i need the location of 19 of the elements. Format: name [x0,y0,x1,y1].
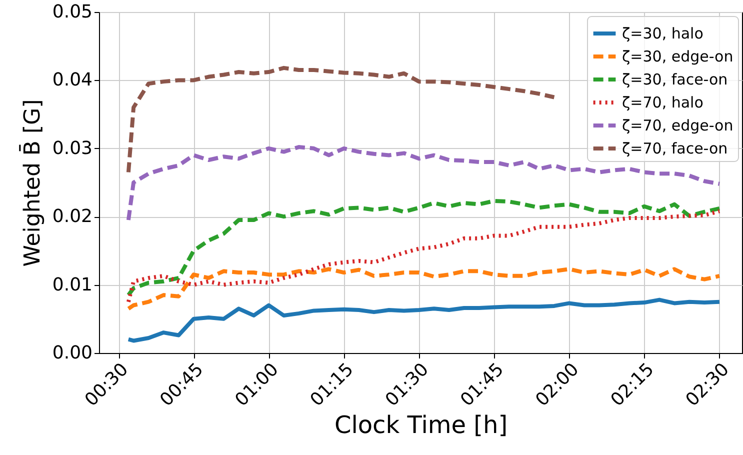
legend-label: ζ=70, edge-on [622,116,734,134]
line-series [126,66,556,174]
legend-label: ζ=30, face-on [622,70,728,88]
x-axis-title: Clock Time [h] [334,410,508,439]
legend-label: ζ=70, face-on [622,140,728,158]
legend-label: ζ=30, halo [622,24,704,42]
y-tick-label: 0.03 [52,138,92,159]
line-series [126,267,722,311]
legend-label: ζ=30, edge-on [622,48,734,66]
y-tick-label: 0.04 [52,70,92,91]
line-series [126,298,722,343]
legend-label: ζ=70, halo [622,94,704,112]
y-tick-label: 0.01 [52,274,92,296]
line-series [126,209,722,304]
y-axis-title: Weighted B̄ [G] [18,99,46,267]
y-tick-label: 0.05 [52,2,92,22]
y-tick-label: 0.02 [52,206,92,228]
y-tick-label: 0.00 [52,342,92,364]
line-series [126,198,722,298]
